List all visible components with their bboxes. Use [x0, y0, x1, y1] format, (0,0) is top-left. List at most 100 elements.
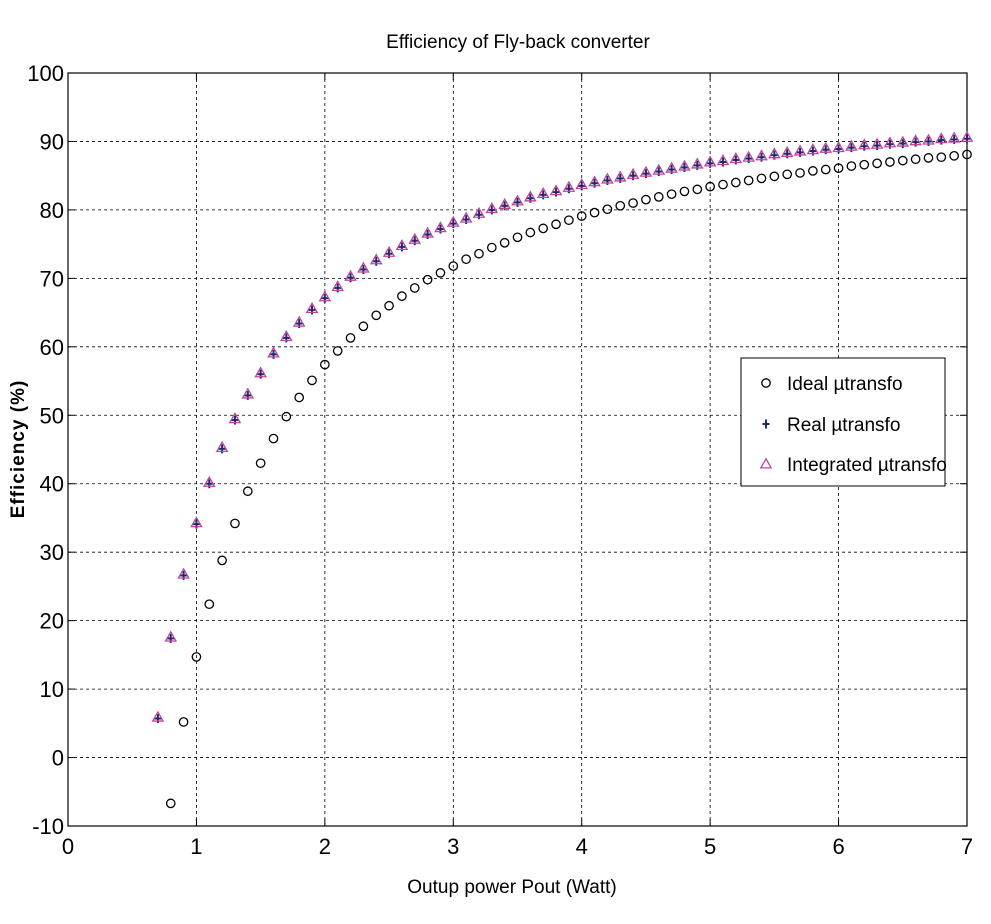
y-tick-label: 0	[52, 746, 64, 771]
data-point	[564, 215, 574, 226]
data-point	[562, 180, 576, 192]
data-point	[369, 253, 383, 265]
data-point	[280, 330, 293, 342]
y-tick-label: 10	[40, 677, 64, 702]
data-point	[536, 186, 550, 199]
data-point	[780, 145, 794, 157]
data-point	[832, 141, 845, 153]
data-point	[254, 366, 267, 378]
data-point	[512, 232, 523, 243]
data-point	[461, 254, 471, 265]
data-point	[190, 516, 203, 528]
data-points	[151, 130, 974, 809]
x-tick-label: 6	[832, 834, 844, 859]
data-point	[692, 184, 703, 195]
data-point	[601, 172, 614, 184]
x-tick-label: 2	[319, 834, 331, 859]
data-point	[806, 143, 820, 155]
data-point	[294, 392, 305, 403]
data-point	[678, 159, 691, 171]
legend: Ideal µtransfo Real µtransfo Integrated …	[740, 357, 947, 487]
data-point	[743, 175, 754, 186]
data-point	[435, 268, 446, 278]
data-point	[602, 204, 613, 215]
data-point	[628, 198, 638, 208]
data-point	[755, 149, 768, 161]
data-point	[588, 175, 601, 187]
data-point	[641, 194, 651, 205]
data-point	[499, 237, 510, 248]
legend-label-integrated: Integrated µtransfo	[787, 455, 947, 476]
data-point	[897, 155, 908, 166]
data-point	[870, 137, 884, 149]
legend-box	[740, 357, 946, 487]
data-point	[371, 310, 382, 321]
data-point	[395, 238, 409, 251]
data-point	[782, 169, 793, 180]
data-point	[653, 192, 664, 202]
legend-marker	[762, 419, 770, 429]
y-tick-label: 90	[40, 129, 64, 154]
data-point	[819, 141, 833, 153]
data-point	[215, 440, 229, 452]
data-point	[716, 154, 730, 166]
data-point	[408, 232, 422, 244]
data-point	[384, 300, 394, 311]
y-tick-label: 70	[40, 266, 64, 291]
x-tick-label: 0	[62, 834, 74, 859]
y-tick-label: 40	[40, 472, 64, 497]
data-point	[666, 189, 677, 200]
data-point	[358, 321, 369, 332]
data-point	[178, 717, 189, 727]
legend-label-real: Real µtransfo	[787, 415, 900, 436]
data-point	[318, 290, 332, 302]
y-tick-label: 80	[40, 198, 64, 223]
data-point	[486, 242, 497, 253]
data-point	[538, 223, 549, 234]
data-point	[345, 333, 356, 343]
data-point	[922, 133, 935, 145]
data-point	[217, 555, 227, 566]
data-point	[730, 177, 741, 188]
data-point	[589, 207, 600, 218]
data-point	[177, 567, 190, 579]
legend-marker	[759, 457, 773, 469]
data-point	[344, 269, 357, 281]
data-point	[718, 179, 728, 190]
data-point	[307, 375, 317, 386]
data-point	[896, 135, 910, 147]
data-point	[242, 486, 253, 497]
y-tick-label: 60	[40, 335, 64, 360]
data-point	[255, 458, 266, 469]
data-point	[768, 147, 781, 159]
data-point	[281, 411, 292, 422]
y-tick-label: 50	[40, 403, 64, 428]
data-point	[267, 346, 280, 358]
data-point	[551, 219, 561, 230]
data-point	[241, 387, 255, 399]
data-point	[472, 206, 486, 218]
data-point	[549, 184, 563, 196]
data-point	[934, 132, 948, 144]
data-point	[947, 131, 961, 143]
data-point	[202, 475, 216, 487]
data-point	[448, 261, 459, 271]
data-point	[639, 165, 653, 177]
data-point	[729, 152, 743, 164]
data-point	[679, 186, 690, 197]
x-tick-label: 4	[576, 834, 588, 859]
x-tick-label: 1	[190, 834, 202, 859]
data-point	[474, 248, 484, 259]
x-tick-label: 7	[961, 834, 973, 859]
data-point	[615, 200, 626, 211]
legend-marker	[761, 378, 771, 388]
data-point	[705, 181, 715, 192]
data-point	[665, 161, 678, 173]
y-tick-label: 20	[40, 609, 64, 634]
data-point	[808, 166, 818, 176]
data-point	[703, 155, 717, 167]
data-point	[357, 261, 370, 273]
data-point	[164, 630, 178, 642]
data-point	[795, 168, 805, 178]
